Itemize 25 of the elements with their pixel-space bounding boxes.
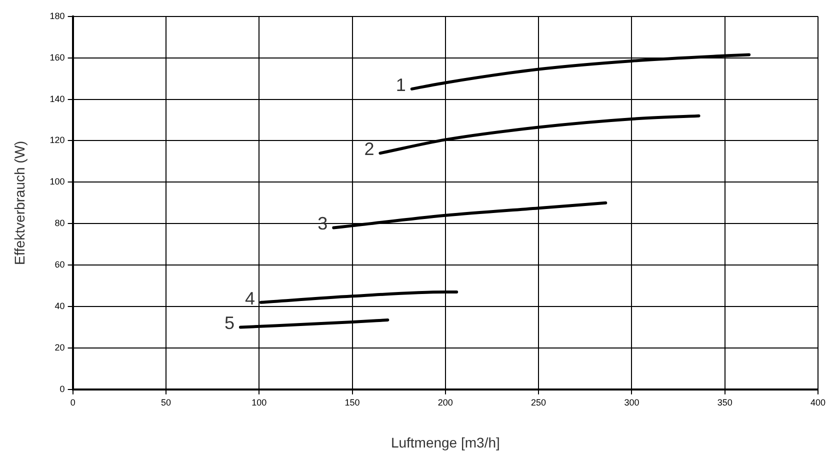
y-tick-label: 20: [54, 342, 65, 352]
series-label: 5: [224, 313, 234, 334]
x-tick-label: 400: [810, 397, 826, 408]
x-tick-label: 150: [344, 397, 360, 408]
y-tick-label: 140: [50, 94, 65, 104]
y-tick-label: 0: [60, 384, 65, 394]
y-tick-label: 80: [54, 218, 65, 228]
y-tick-label: 40: [54, 300, 65, 311]
x-tick-label: 50: [160, 397, 171, 408]
y-tick-label: 160: [50, 52, 65, 62]
series-label: 1: [396, 74, 406, 95]
x-tick-label: 250: [531, 397, 546, 408]
x-tick-label: 300: [624, 397, 640, 408]
x-tick-label: 100: [252, 397, 267, 408]
x-tick-label: 200: [438, 397, 453, 408]
series-label: 4: [244, 288, 255, 308]
y-tick-label: 120: [50, 135, 65, 146]
x-tick-label: 350: [717, 397, 732, 408]
x-axis-title: Luftmenge [m3/h]: [390, 434, 500, 450]
series-label: 2: [364, 139, 374, 160]
y-tick-label: 180: [50, 10, 65, 21]
y-tick-label: 100: [50, 176, 65, 187]
y-axis-title: Effektverbrauch (W): [11, 140, 28, 266]
y-tick-label: 60: [54, 260, 65, 270]
x-tick-label: 0: [70, 397, 76, 408]
